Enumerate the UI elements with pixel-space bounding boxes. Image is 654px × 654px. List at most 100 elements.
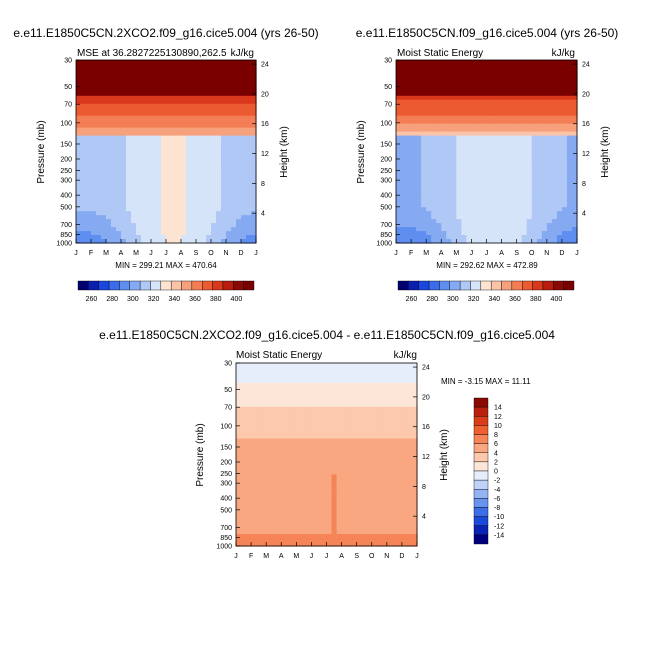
field-cell [511,159,518,165]
field-cell [556,95,563,101]
field-cell [371,490,378,495]
field-cell [116,199,122,204]
field-cell [401,175,407,180]
field-cell [266,450,272,456]
field-cell [541,135,548,141]
field-cell [301,518,307,523]
field-cell [156,159,162,165]
field-cell [131,83,137,89]
field-cell [541,91,548,97]
field-cell [221,87,227,93]
field-cell [301,522,307,527]
field-cell [131,63,137,69]
field-cell [476,111,483,117]
field-cell [296,370,302,376]
field-cell [171,151,177,157]
field-cell [211,99,217,105]
field-cell [181,103,187,109]
field-cell [406,418,413,424]
field-cell [356,378,363,384]
field-cell [406,231,412,236]
field-cell [126,203,132,208]
field-cell [546,159,553,165]
field-cell [556,235,563,240]
field-cell [106,147,112,153]
field-cell [186,60,192,65]
field-cell [76,219,82,224]
field-cell [341,478,348,483]
field-cell [536,151,543,157]
field-cell [361,406,368,412]
field-cell [361,478,368,483]
ytick-label: 50 [64,84,72,91]
field-cell [231,239,237,244]
field-cell [256,494,262,499]
field-cell [316,462,323,468]
field-cell [211,159,217,165]
field-cell [546,123,553,129]
field-cell [441,60,447,65]
field-cell [536,179,543,184]
field-cell [316,402,323,408]
field-cell [161,75,167,81]
field-cell [326,386,333,392]
field-cell [146,99,152,105]
field-cell [256,438,262,444]
field-cell [521,167,528,172]
field-cell [441,231,447,236]
field-cell [391,502,398,507]
field-cell [406,139,412,145]
field-cell [76,191,82,196]
field-cell [556,179,563,184]
field-cell [126,60,132,65]
field-cell [256,490,262,495]
field-cell [201,111,207,117]
field-cell [126,155,132,161]
field-cell [511,239,518,244]
field-cell [351,470,358,475]
field-cell [236,127,242,133]
field-cell [181,239,187,244]
field-cell [396,466,403,472]
field-cell [551,103,558,109]
ytick-label: 500 [60,204,72,211]
field-cell [411,107,417,113]
field-cell [256,450,262,456]
field-cell [411,490,418,495]
field-cell [506,195,513,200]
field-cell [416,219,422,224]
field-cell [366,462,373,468]
field-cell [451,79,457,85]
field-cell [96,163,102,169]
field-cell [236,462,242,468]
field-cell [141,167,147,172]
field-cell [271,398,277,404]
field-cell [146,123,152,129]
field-cell [431,223,437,228]
field-cell [466,239,473,244]
field-cell [406,223,412,228]
field-cell [91,139,97,145]
field-cell [466,71,473,77]
field-cell [396,370,403,376]
field-cell [346,462,353,468]
field-cell [146,103,152,109]
field-cell [506,60,513,65]
field-cell [411,522,418,527]
field-cell [201,155,207,161]
field-cell [476,123,483,129]
field-cell [526,79,533,85]
field-cell [346,402,353,408]
field-cell [351,510,358,515]
field-cell [421,231,427,236]
field-cell [256,442,262,448]
field-cell [231,155,237,161]
field-cell [131,60,137,65]
field-cell [366,394,373,400]
field-cell [231,103,237,109]
field-cell [416,71,422,77]
field-cell [246,506,252,511]
field-cell [401,111,407,117]
field-cell [251,386,257,392]
field-cell [111,171,117,176]
